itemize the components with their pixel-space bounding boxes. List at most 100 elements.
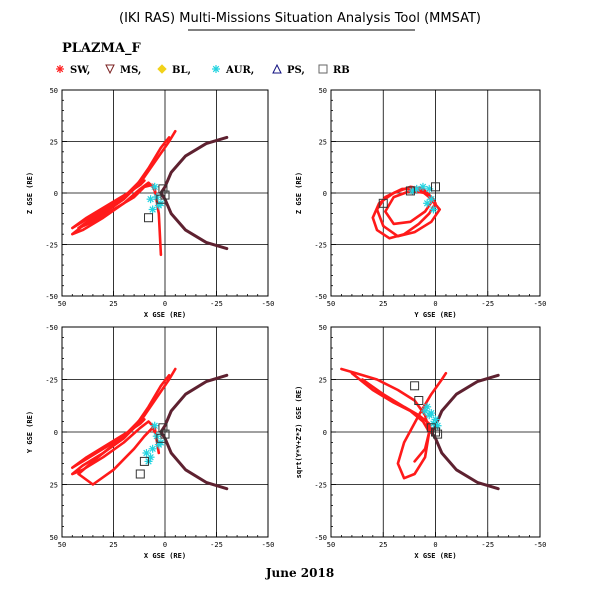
x-axis-label: X GSE (RE): [144, 552, 186, 560]
x-tick-label: 50: [58, 300, 66, 308]
y-tick-label: -50: [45, 293, 58, 301]
legend-symbol-ps: [272, 63, 282, 74]
y-tick-label: 25: [50, 482, 58, 490]
legend-label-ms: MS,: [120, 65, 141, 76]
y-tick-label: 0: [54, 190, 58, 198]
aur-marker-d2: [147, 195, 154, 203]
x-tick-label: 50: [327, 300, 335, 308]
y-tick-label: -25: [314, 482, 327, 490]
x-tick-label: 0: [163, 300, 167, 308]
x-tick-label: 25: [109, 300, 117, 308]
aur-marker: [142, 449, 151, 457]
x-tick-label: 25: [379, 300, 387, 308]
y-tick-label: 50: [319, 324, 327, 332]
aur-marker: [408, 186, 417, 195]
legend-symbol-sw: [56, 65, 64, 73]
panel-x-y: 50 25 0 -25 -50 -50 -25 0 25 50 X GSE (RE) Y GSE (R…: [26, 324, 274, 560]
aur-marker-d2: [149, 445, 156, 453]
orbit-track: [361, 378, 433, 434]
orbit-track: [71, 367, 177, 476]
y-axis-label: Y GSE (RE): [26, 411, 34, 453]
y-tick-label: 25: [319, 377, 327, 385]
x-tick-label: 50: [58, 541, 66, 549]
aur-marker-d2: [430, 206, 437, 213]
aur-marker: [148, 205, 157, 214]
legend-symbol-sw-d2: [56, 65, 64, 73]
legend-label-sw: SW,: [70, 65, 90, 76]
figure-title: (IKI RAS) Multi-Missions Situation Analy…: [119, 11, 481, 26]
rb-marker: [431, 182, 440, 192]
rb-marker: [431, 427, 440, 437]
legend-label-rb: RB: [333, 65, 350, 76]
rb-marker: [433, 429, 443, 439]
aur-marker: [425, 184, 434, 193]
instrument-label: PLAZMA_F: [62, 41, 141, 56]
aur-marker: [418, 182, 427, 191]
y-tick-label: -25: [314, 242, 327, 250]
orbit-track: [350, 371, 431, 463]
x-tick-label: -25: [210, 541, 223, 549]
plot-area: [371, 182, 441, 240]
legend-symbol-ms: [105, 64, 115, 75]
rb-marker: [405, 186, 415, 196]
x-tick-label: -50: [262, 541, 275, 549]
legend-label-ps: PS,: [287, 65, 305, 76]
y-axis-label: Z GSE (RE): [26, 172, 34, 214]
date-label: June 2018: [265, 566, 334, 580]
rb-marker: [135, 469, 145, 479]
y-tick-label: -50: [45, 324, 58, 332]
rb-marker: [139, 456, 149, 466]
legend-symbol-bl: [157, 64, 167, 74]
y-tick-label: 50: [319, 87, 327, 95]
rb-marker: [158, 184, 168, 194]
y-tick-label: 0: [323, 190, 327, 198]
y-tick-label: -25: [45, 377, 58, 385]
y-tick-label: 25: [50, 139, 58, 147]
plot-area: [340, 367, 500, 491]
x-tick-label: -25: [481, 541, 494, 549]
rb-marker: [414, 396, 424, 405]
aur-marker-d2: [426, 411, 433, 419]
x-tick-label: -25: [481, 300, 494, 308]
x-tick-label: 50: [327, 541, 335, 549]
aur-marker: [150, 421, 159, 430]
aur-marker: [427, 195, 436, 204]
orbit-track: [71, 175, 146, 230]
y-axis-label: sqrt(Y*Y+Z*Z) GSE (RE): [295, 386, 303, 479]
x-axis-label: X GSE (RE): [414, 552, 456, 560]
x-axis-label: X GSE (RE): [144, 311, 186, 319]
rb-marker: [156, 194, 166, 204]
orbit-track: [384, 189, 435, 226]
x-tick-label: 0: [433, 541, 437, 549]
legend-label-bl: BL,: [172, 65, 191, 76]
aur-marker-d2: [419, 183, 427, 191]
x-tick-label: 0: [433, 300, 437, 308]
x-tick-label: 25: [379, 541, 387, 549]
plot-area: [71, 129, 229, 257]
y-tick-label: 0: [323, 429, 327, 437]
aur-marker-d2: [143, 449, 150, 457]
x-tick-label: 25: [109, 541, 117, 549]
x-axis-label: Y GSE (RE): [414, 311, 456, 319]
x-tick-label: 0: [163, 541, 167, 549]
x-tick-label: -25: [210, 300, 223, 308]
aur-marker-d2: [428, 195, 435, 203]
legend-label-aur: AUR,: [225, 65, 254, 76]
aur-marker-d2: [151, 422, 158, 429]
rb-marker: [378, 198, 388, 208]
aur-marker: [421, 407, 430, 415]
rb-marker: [410, 381, 420, 391]
aur-marker: [146, 195, 155, 204]
aur-marker: [150, 182, 159, 191]
legend-symbol-aur-d2: [212, 65, 220, 73]
y-tick-label: 50: [50, 87, 58, 95]
y-tick-label: -25: [45, 242, 58, 250]
plot-area: [71, 367, 229, 491]
aur-marker-d2: [149, 206, 156, 213]
orbit-track: [71, 413, 146, 469]
y-tick-label: -50: [314, 534, 327, 542]
